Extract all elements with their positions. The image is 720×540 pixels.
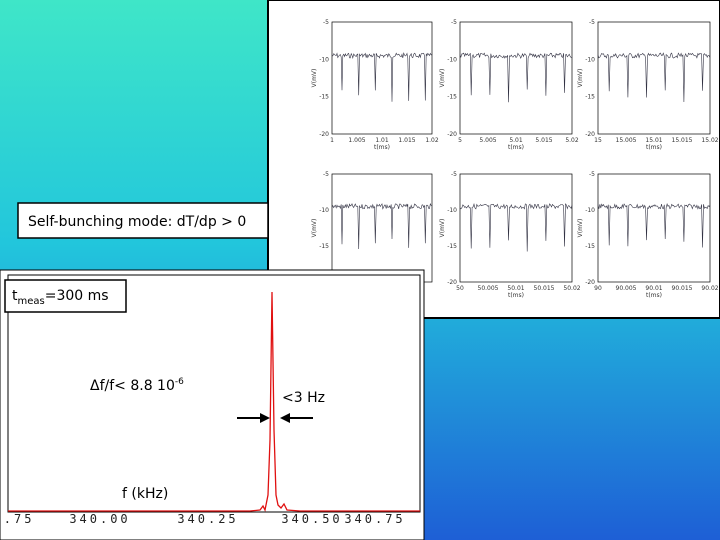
x-tick-label: 50.005 [478,285,499,292]
y-tick-label: -10 [585,56,595,63]
y-tick-label: -20 [585,279,595,286]
x-tick-label: 5.005 [479,137,496,144]
y-tick-label: -15 [585,94,595,101]
waveform [331,203,432,250]
tmeas-label: tmeas=300 ms [12,288,109,307]
y-axis-label: V(mV) [311,219,318,238]
resolution-exp: -6 [175,377,184,387]
y-tick-label: -5 [323,19,329,26]
x-tick-label: 50.02 [563,285,580,292]
x-axis-label: t(ms) [646,144,662,151]
y-tick-label: -15 [585,243,595,250]
y-tick-label: -5 [451,19,457,26]
plot-frame [459,21,573,135]
y-axis-label: V(mV) [311,69,318,88]
x-axis-label: t(ms) [508,292,524,299]
x-tick-label: 50.015 [534,285,555,292]
spectrum-frame [7,274,421,513]
x-tick-label: 15.015 [672,137,693,144]
tmeas-box [4,279,127,313]
x-tick-label: 15.02 [701,137,718,144]
x-axis-label: t(ms) [374,144,390,151]
waveform [459,202,573,252]
y-tick-label: -15 [319,243,329,250]
x-tick-label: 1.01 [375,137,389,144]
x-tick-label: 5 [458,137,462,144]
waveform-panel [267,0,720,319]
resolution: Δf/f< 8.8 10 [90,378,175,394]
arrow-head [260,413,270,423]
y-tick-label: -20 [447,279,457,286]
y-tick-label: -20 [585,131,595,138]
x-axis-label: t(ms) [508,144,524,151]
y-tick-label: -10 [585,207,595,214]
x-tick-label: 5.01 [509,137,523,144]
t-symbol: t [12,288,18,304]
x-axis-label: t(ms) [646,292,662,299]
y-axis-label: V(mV) [439,219,446,238]
y-tick-label: -15 [447,94,457,101]
y-tick-label: -20 [447,131,457,138]
x-tick-label: 340.00 [69,512,130,526]
x-tick-label: 90.01 [645,285,662,292]
y-axis-label: V(mV) [577,69,584,88]
x-tick-label: 90.015 [672,285,693,292]
y-axis-label: V(mV) [577,219,584,238]
waveform [331,52,433,102]
x-tick-label: 340.25 [177,512,238,526]
x-tick-label: 15.01 [645,137,662,144]
x-tick-label: 15.005 [616,137,637,144]
x-tick-label: 0.75 [0,512,34,526]
x-tick-label: 1.02 [425,137,439,144]
y-tick-label: -10 [319,56,329,63]
spectrum-plot: tmeas=300 ms Δf/f< 8.8 10-6 f (kHz) [0,269,425,540]
mode-label-box [17,202,269,239]
waveform [597,203,711,248]
y-tick-label: -15 [447,243,457,250]
y-tick-label: -5 [323,171,329,178]
y-tick-label: -5 [589,171,595,178]
plot-frame [331,21,433,135]
x-axis-label: f (kHz) [122,486,168,502]
x-tick-label: 5.015 [535,137,552,144]
x-tick-label: 15 [594,137,602,144]
resolution-label: Δf/f< 8.8 10-6 [90,377,184,394]
plot-frame [459,173,573,283]
y-tick-label: -10 [319,207,329,214]
x-tick-label: 1 [330,137,334,144]
spectrum-line [8,291,420,512]
plot-frame [597,21,711,135]
waveform [597,52,711,103]
y-tick-label: -5 [451,171,457,178]
y-tick-label: -15 [319,94,329,101]
waveform [459,52,573,103]
plot-frame [597,173,711,283]
mode-label: Self-bunching mode: dT/dp > 0 [28,214,246,230]
y-axis-label: V(mV) [439,69,446,88]
x-tick-label: 1.005 [348,137,365,144]
y-tick-label: -20 [319,131,329,138]
t-value: =300 ms [45,288,109,304]
waveform-plots: -5-10-15-201 1.005 1.01 1.015 1.02t(ms)V(mV)… [311,19,719,299]
t-subscript: meas [18,296,45,307]
x-tick-label: 5.02 [565,137,579,144]
y-tick-label: -10 [447,207,457,214]
x-tick-label: 50 [456,285,464,292]
x-tick-label: 90.02 [701,285,718,292]
x-tick-label: 1.015 [398,137,415,144]
x-tick-label: 90.005 [616,285,637,292]
spectrum-box [0,269,425,540]
width-label: <3 Hz [282,390,325,406]
x-tick-label: 50.01 [507,285,524,292]
y-tick-label: -5 [589,19,595,26]
y-tick-label: -10 [447,56,457,63]
arrow-head [280,413,290,423]
x-tick-label: 340.75 [344,512,405,526]
x-tick-label: 90 [594,285,602,292]
x-tick-label: 340.50 [281,512,342,526]
